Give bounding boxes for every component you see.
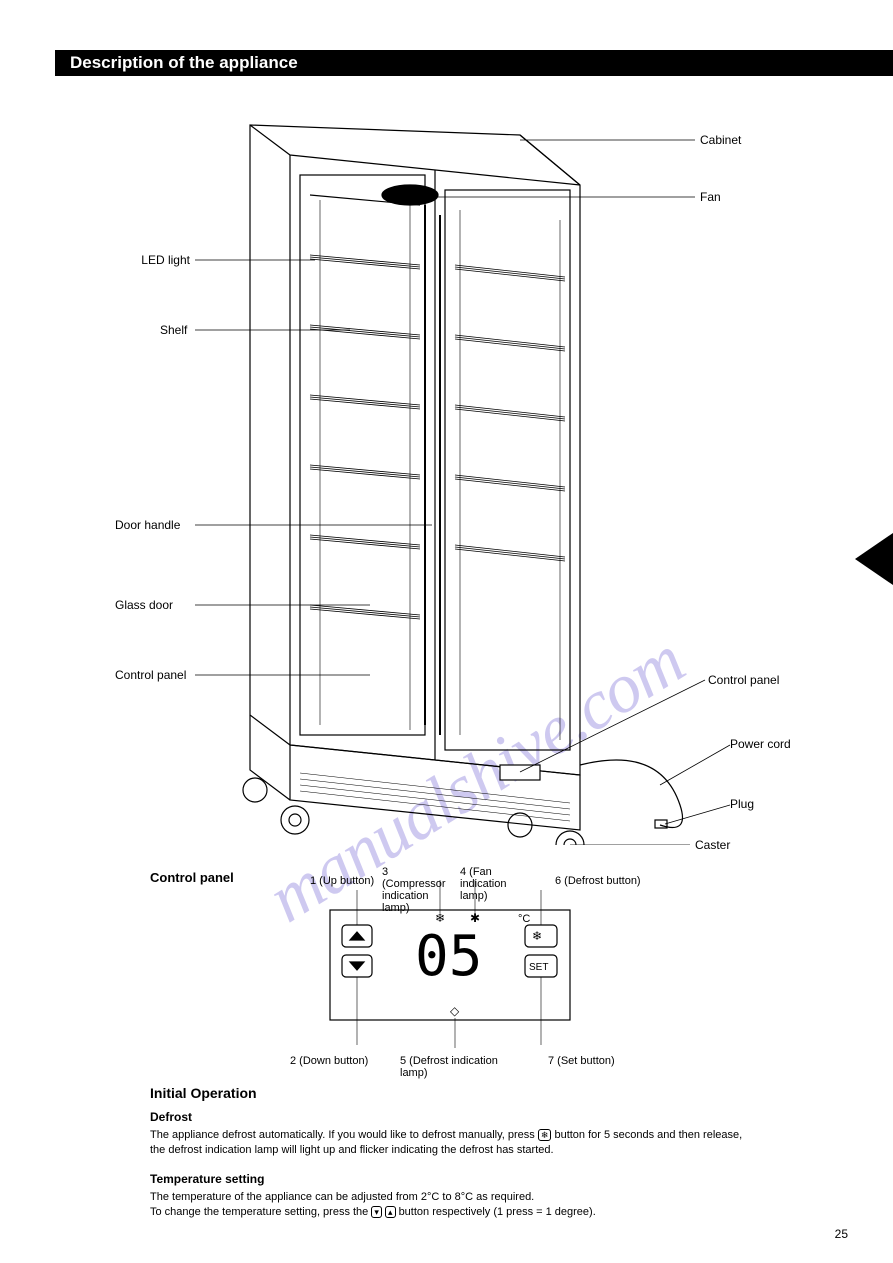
svg-text:SET: SET bbox=[529, 962, 548, 973]
svg-text:❄: ❄ bbox=[532, 929, 542, 943]
pl-fan: 4 (Fan indication lamp) bbox=[460, 866, 520, 902]
svg-text:✱: ✱ bbox=[470, 911, 480, 925]
display-value: 05 bbox=[415, 924, 482, 989]
ops-temp-text: The temperature of the appliance can be … bbox=[150, 1190, 750, 1220]
temp-a: The temperature of the appliance can be … bbox=[150, 1191, 534, 1203]
label-shelf: Shelf bbox=[160, 323, 187, 337]
pl-down: 2 (Down button) bbox=[290, 1055, 368, 1067]
ops-temp-h: Temperature setting bbox=[150, 1172, 264, 1186]
down-inline-icon: ▾ bbox=[371, 1206, 382, 1218]
label-fan: Fan bbox=[700, 190, 721, 204]
defrost-text-a: The appliance defrost automatically. If … bbox=[150, 1129, 538, 1141]
label-caster: Caster bbox=[695, 838, 730, 852]
label-cabinet: Cabinet bbox=[700, 133, 741, 147]
page: Description of the appliance EN manualsh… bbox=[0, 0, 893, 1263]
panel-title: Control panel bbox=[150, 870, 234, 886]
pl-defb: 6 (Defrost button) bbox=[555, 875, 641, 887]
ops-defrost-text: The appliance defrost automatically. If … bbox=[150, 1128, 750, 1158]
label-led: LED light bbox=[135, 253, 190, 267]
pl-comp: 3 (Compressor indication lamp) bbox=[382, 866, 452, 914]
label-glass-door: Glass door bbox=[115, 598, 195, 612]
section-title: Description of the appliance bbox=[70, 50, 298, 76]
pl-set: 7 (Set button) bbox=[548, 1055, 615, 1067]
pl-up: 1 (Up button) bbox=[310, 875, 374, 887]
side-tab-arrow bbox=[855, 533, 893, 585]
ops-title: Initial Operation bbox=[150, 1085, 257, 1101]
label-handle: Door handle bbox=[115, 518, 195, 532]
label-control-panel-r: Control panel bbox=[708, 673, 779, 687]
svg-text:°C: °C bbox=[518, 913, 530, 925]
temp-b: To change the temperature setting, press… bbox=[150, 1206, 368, 1218]
fridge-diagram bbox=[120, 105, 760, 845]
pl-defl: 5 (Defrost indication lamp) bbox=[400, 1055, 520, 1079]
label-control-panel: Control panel bbox=[115, 668, 195, 682]
label-power-cord: Power cord bbox=[730, 737, 791, 751]
label-plug: Plug bbox=[730, 797, 754, 811]
svg-text:◇: ◇ bbox=[450, 1004, 460, 1018]
page-number: 25 bbox=[835, 1227, 848, 1241]
defrost-inline-icon: ❄ bbox=[538, 1129, 552, 1141]
up-inline-icon: ▴ bbox=[385, 1206, 396, 1218]
temp-b2: button respectively (1 press = 1 degree)… bbox=[399, 1206, 596, 1218]
ops-defrost-h: Defrost bbox=[150, 1110, 192, 1124]
